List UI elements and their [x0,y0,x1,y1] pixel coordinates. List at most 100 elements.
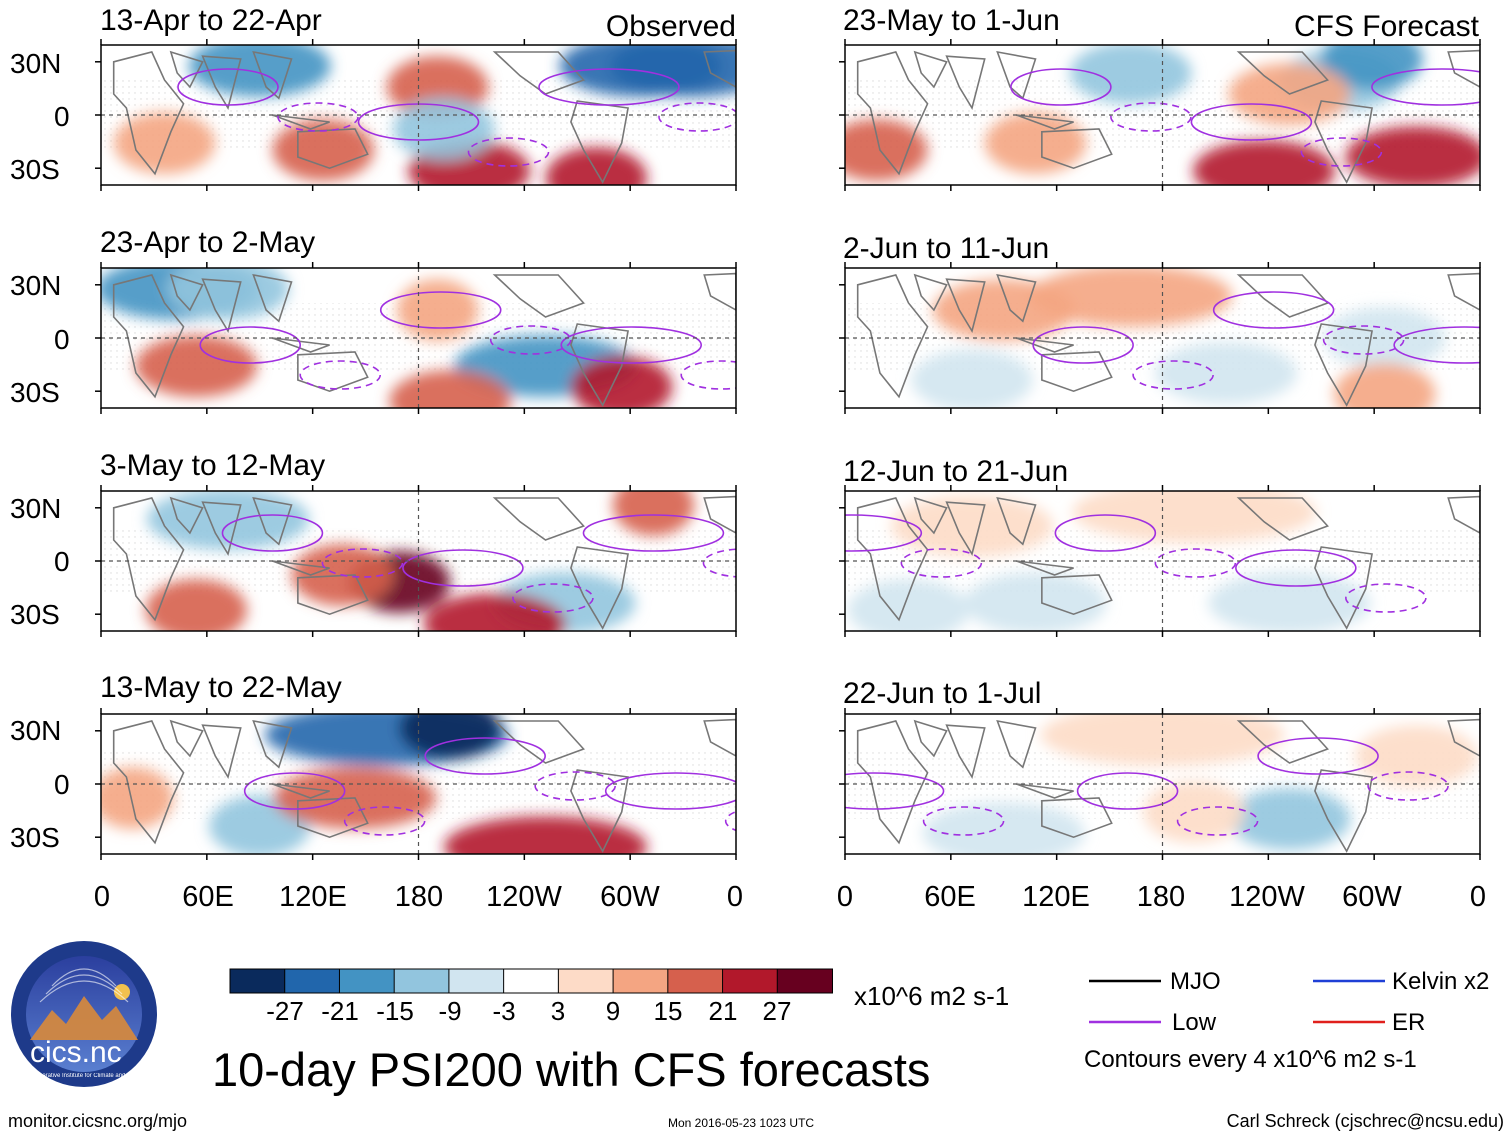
logo-text: cics.nc [30,1036,122,1069]
lon-label-right-180: 180 [1136,881,1186,913]
psi-anomaly-blob [1069,45,1192,104]
psi-anomaly-blob [1154,342,1298,404]
psi-anomaly-blob [847,579,970,631]
colorbar-swatch [503,968,560,994]
colorbar-tick-label: -21 [321,996,359,1026]
coastline [704,274,736,310]
psi-anomaly-blob [922,802,1086,854]
colorbar-swatch [448,968,505,994]
low-contour-dashed [702,548,736,578]
observed-label: Observed [605,10,736,43]
low-contour [1032,326,1134,364]
lon-label-right-120w: 120W [1229,881,1305,913]
lat-label-30n-row3: 30N [10,493,62,524]
coastline [1239,721,1328,763]
lon-label-left-60e: 60E [182,881,234,913]
lon-label-right-0-end: 0 [1469,881,1487,913]
low-contour [243,772,346,810]
low-contour-dashed [277,102,359,132]
lat-label-30s-row3: 30S [10,599,60,630]
coastline [571,547,628,628]
figure-title: 10-day PSI200 with CFS forecasts [212,1043,931,1096]
coastline [1042,798,1112,837]
low-contour [177,68,279,106]
coastline [704,720,736,756]
psi-anomaly-blob [845,119,928,181]
forecast-panel-title-4: 22-Jun to 1-Jul [843,677,1042,710]
low-contour-dashed [1176,806,1259,836]
coastline [495,498,584,540]
psi-anomaly-blob [393,98,495,160]
colorbar-tick-label: -9 [438,996,462,1026]
low-contour-dashed [321,548,404,578]
forecast-label: CFS Forecast [1293,10,1479,43]
observed-panel-title-2: 23-Apr to 2-May [100,226,316,259]
low-contour-dashed [1492,103,1510,131]
coastline [915,721,985,777]
psi-anomaly-blob [610,45,736,97]
colorbar-tick-label: -3 [492,996,516,1026]
observed-map-panel [95,485,737,637]
legend-lines [1089,979,1385,1024]
psi-anomaly-blob [545,147,648,185]
low-contour [379,291,502,329]
colorbar-swatch [284,968,341,994]
low-contour-dashed [512,583,594,613]
psi-anomaly-blob [101,767,174,829]
lat-label-30n-row2: 30N [10,270,62,301]
forecast-map-panel [839,262,1481,414]
footer-url[interactable]: monitor.cicsnc.org/mjo [8,1111,188,1131]
low-contour [402,549,524,587]
legend-label-mjo: MJO [1170,968,1221,995]
observed-map-panel [95,39,737,191]
forecast-map-panel [839,708,1481,860]
psi-anomaly-blob [911,349,1033,408]
coastline [858,498,928,620]
forecast-map-panel [839,485,1481,637]
low-contour [1076,772,1179,810]
coastline [571,324,628,405]
low-contour [1371,68,1480,106]
legend-label-kelvin: Kelvin x2 [1392,968,1490,995]
coastline [495,52,584,94]
psi-anomaly-blob [272,119,375,181]
lon-label-left-180: 180 [394,881,444,913]
coastline [1239,498,1328,540]
colorbar-swatch [722,968,779,994]
coastline [704,497,736,533]
coastline [495,275,584,317]
lon-label-right-60w: 60W [1342,881,1402,913]
low-contour-dashed [489,325,572,355]
lon-label-left-0-end: 0 [726,881,744,913]
lat-label-30n-row1: 30N [10,48,62,79]
low-contour [845,514,923,552]
colorbar-swatch [612,968,669,994]
colorbar-units: x10^6 m2 s-1 [854,981,1010,1011]
coastline [171,52,241,108]
low-contour-dashed [1345,583,1427,613]
lon-label-left-0: 0 [93,881,111,913]
coastline [114,498,184,620]
lat-label-30s-row4: 30S [10,822,60,853]
coastline [171,721,241,777]
psi-anomaly-blob [1355,725,1478,787]
colorbar-swatch [229,968,286,994]
psi-anomaly-blob [932,279,1075,341]
psi-anomaly-blob [423,593,566,631]
lon-label-right-0: 0 [836,881,854,913]
coastline [1315,101,1372,182]
coastline [1239,275,1328,317]
colorbar-swatch [776,968,833,994]
legend-label-low: Low [1172,1009,1217,1036]
lat-label-eq-row4: 0 [54,769,70,800]
low-contour [1212,291,1335,329]
colorbar-tick-label: 27 [762,996,792,1026]
legend-label-er: ER [1392,1009,1426,1036]
colorbar-tick-label: -27 [266,996,304,1026]
low-contour [221,514,324,552]
coastline [171,498,241,554]
lat-label-eq-row3: 0 [54,546,70,577]
low-contour-dashed [900,548,983,578]
low-contour-dashed [922,806,1005,836]
coastline [1448,51,1480,87]
